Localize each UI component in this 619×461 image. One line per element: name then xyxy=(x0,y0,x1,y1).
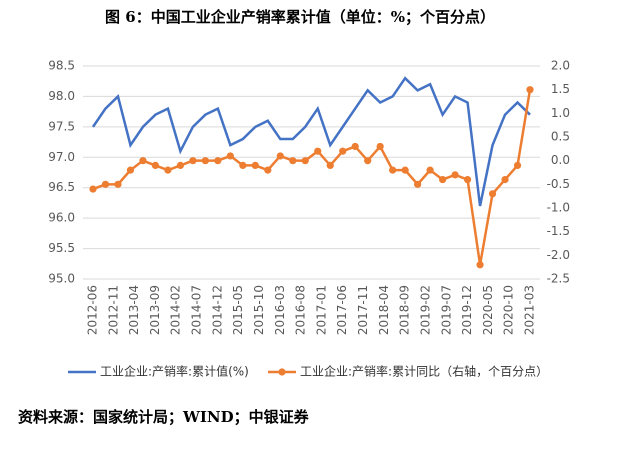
point xyxy=(339,147,347,155)
point xyxy=(414,180,422,188)
x-tick-label: 2013-04 xyxy=(127,285,141,335)
source: 资料来源：国家统计局；WIND；中银证券 xyxy=(18,408,310,426)
x-tick-label: 2021-03 xyxy=(523,285,537,335)
point xyxy=(351,142,359,151)
x-tick-label: 2017-06 xyxy=(335,285,349,335)
point xyxy=(89,185,97,193)
y2-tick-label: -1.5 xyxy=(547,224,570,238)
point xyxy=(276,152,284,160)
legend-marker xyxy=(278,368,286,376)
x-tick-label: 2017-11 xyxy=(356,285,370,335)
legend-label: 工业企业:产销率:累计值(%) xyxy=(100,364,249,379)
point xyxy=(526,86,534,94)
x-tick-label: 2014-02 xyxy=(169,285,183,335)
x-tick-label: 2020-05 xyxy=(481,285,495,335)
point xyxy=(501,176,509,184)
point xyxy=(114,180,122,188)
y2-tick-label: -2.0 xyxy=(547,248,570,262)
point xyxy=(301,157,309,165)
series-line xyxy=(91,76,531,207)
y-tick-label: 98.5 xyxy=(48,59,75,73)
point xyxy=(364,157,372,165)
point xyxy=(139,157,147,165)
point xyxy=(488,190,497,198)
point xyxy=(226,152,234,160)
point xyxy=(101,180,110,188)
point xyxy=(189,157,197,165)
point xyxy=(439,176,447,184)
point xyxy=(326,161,334,169)
x-tick-label: 2014-12 xyxy=(210,285,224,335)
chart-title: 图 6：中国工业企业产销率累计值（单位：%；个百分点） xyxy=(105,8,495,26)
y-tick-label: 96.0 xyxy=(48,211,75,225)
point xyxy=(476,261,484,269)
y-tick-label: 95.5 xyxy=(48,241,75,255)
y2-tick-label: 2.0 xyxy=(551,59,570,73)
point xyxy=(426,166,434,174)
point xyxy=(214,157,222,165)
x-tick-label: 2020-10 xyxy=(502,285,516,335)
point xyxy=(314,147,322,155)
y-tick-label: 96.5 xyxy=(48,180,75,194)
point xyxy=(251,161,259,169)
point xyxy=(126,166,135,174)
y2-tick-label: 1.5 xyxy=(551,82,570,96)
x-tick-label: 2014-07 xyxy=(190,285,204,335)
point xyxy=(264,166,272,174)
point xyxy=(201,157,209,165)
point xyxy=(513,161,522,169)
y2-tick-label: 0.5 xyxy=(551,130,570,144)
point xyxy=(239,161,247,169)
y-tick-label: 97.0 xyxy=(48,150,75,164)
legend-label: 工业企业:产销率:累计同比（右轴，个百分点） xyxy=(300,364,548,379)
x-tick-label: 2015-05 xyxy=(231,285,245,335)
x-tick-label: 2018-04 xyxy=(377,285,391,335)
x-tick-label: 2019-02 xyxy=(418,285,432,335)
x-tick-label: 2013-09 xyxy=(148,285,162,335)
x-tick-label: 2012-06 xyxy=(86,285,100,335)
x-tick-label: 2019-12 xyxy=(460,285,474,335)
x-tick-label: 2018-09 xyxy=(398,285,412,335)
point xyxy=(151,161,160,169)
x-tick-label: 2019-07 xyxy=(439,285,453,335)
y-tick-label: 97.5 xyxy=(48,119,75,133)
y-tick-label: 95.0 xyxy=(48,272,75,286)
point xyxy=(376,142,384,151)
y2-tick-label: 1.0 xyxy=(551,106,570,120)
y2-tick-label: -2.5 xyxy=(547,272,570,286)
point xyxy=(289,157,297,165)
y2-tick-label: 0.0 xyxy=(551,153,570,167)
point xyxy=(176,161,184,169)
x-tick-label: 2015-10 xyxy=(252,285,266,335)
point xyxy=(401,166,409,174)
point xyxy=(389,166,397,174)
x-tick-label: 2017-01 xyxy=(314,285,328,335)
y2-tick-label: -0.5 xyxy=(547,177,570,191)
y2-tick-label: -1.0 xyxy=(547,201,570,215)
point xyxy=(463,176,472,184)
point xyxy=(451,171,459,179)
x-tick-label: 2012-11 xyxy=(106,285,120,335)
x-tick-label: 2016-03 xyxy=(273,285,287,335)
x-tick-label: 2016-08 xyxy=(294,285,308,335)
y-tick-label: 98.0 xyxy=(48,89,75,103)
point xyxy=(164,166,172,174)
